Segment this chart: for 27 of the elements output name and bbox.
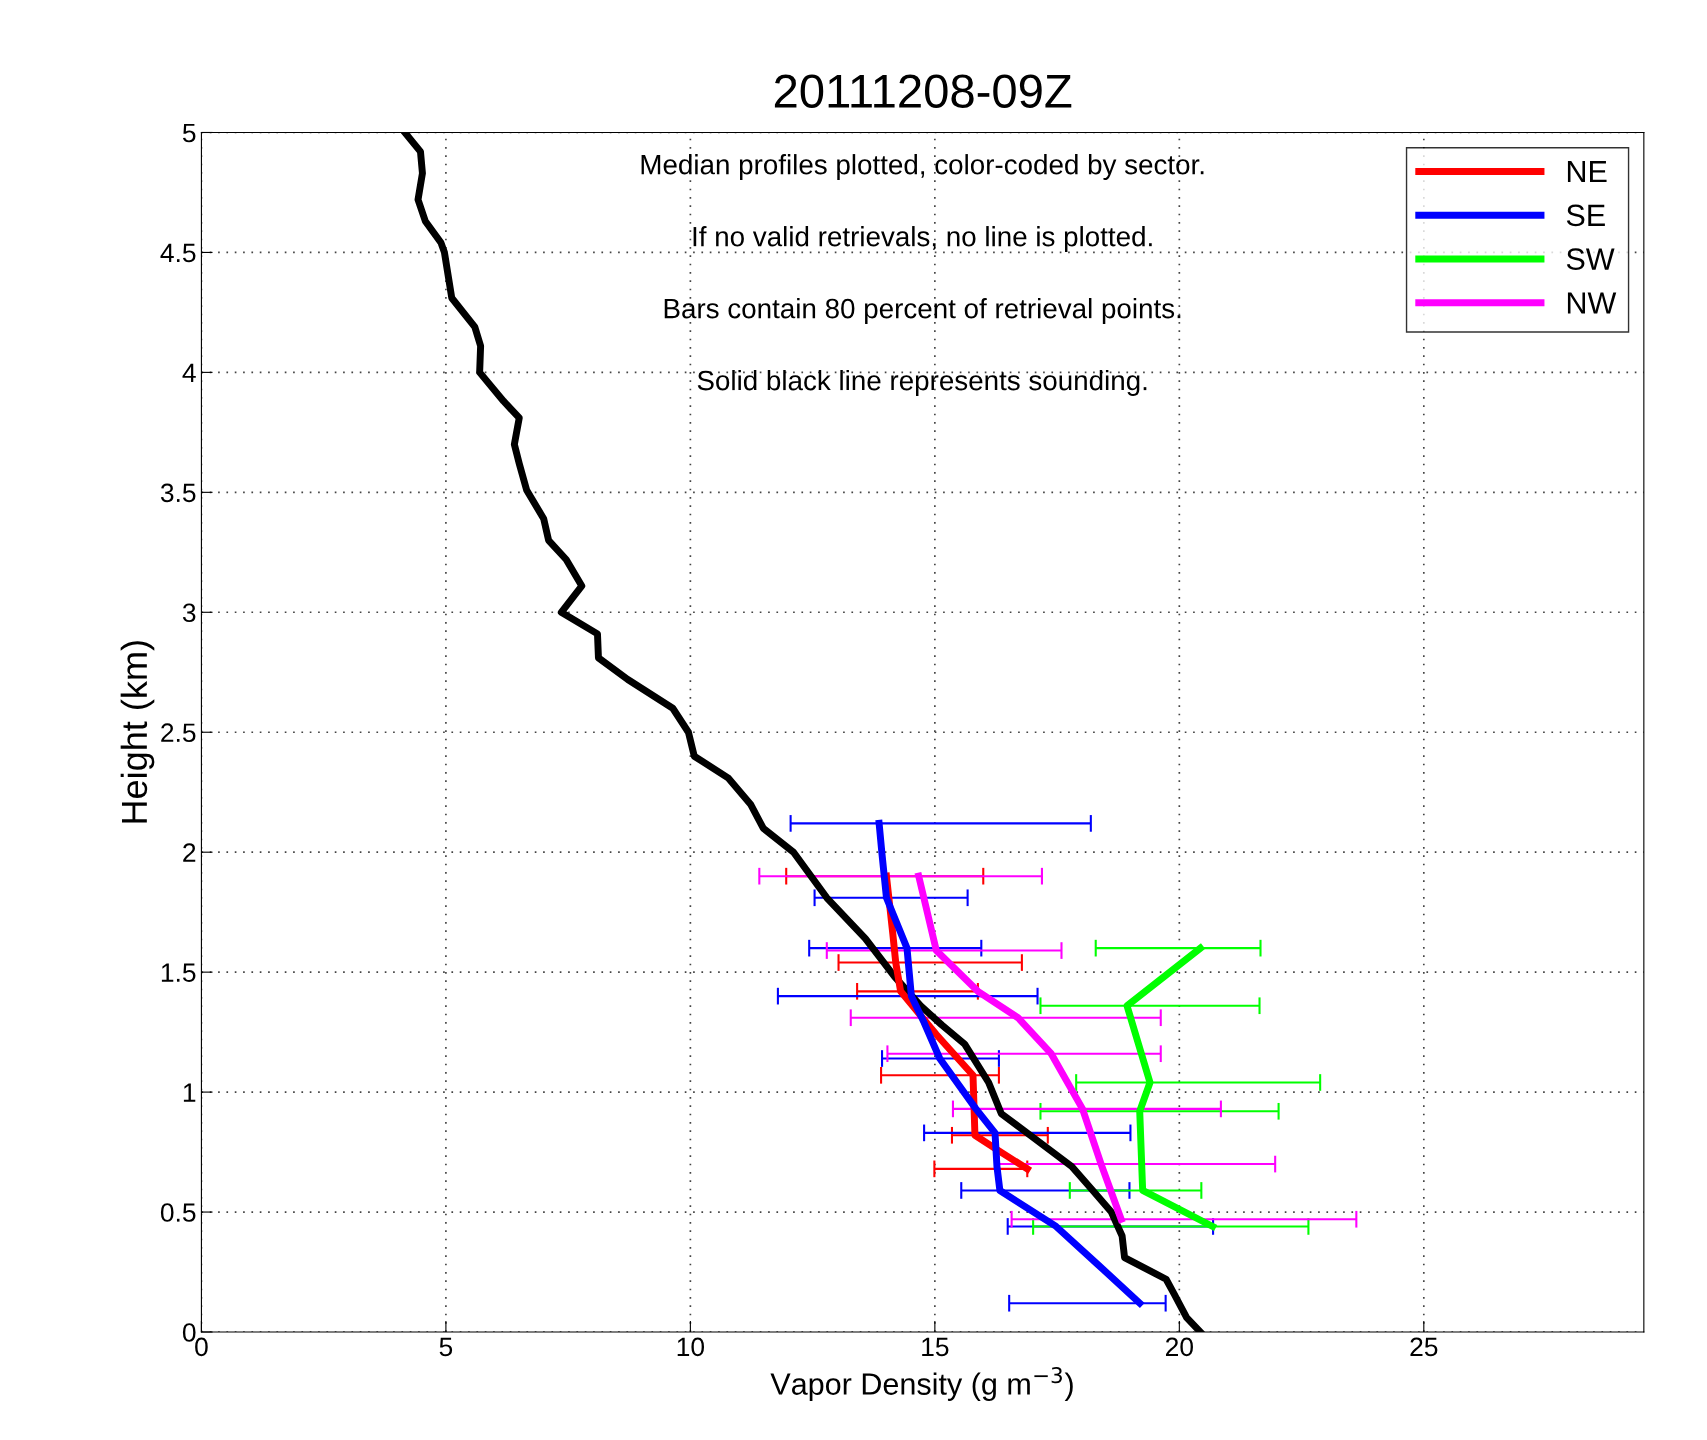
- annotation: Solid black line represents sounding.: [697, 369, 1147, 396]
- y-tick-label: 3: [182, 603, 196, 623]
- x-tick-label: 25: [1410, 1337, 1438, 1357]
- annotation: Bars contain 80 percent of retrieval points.: [664, 298, 1181, 324]
- y-axis-title: Height (km): [120, 641, 155, 823]
- chart-title: 20111208-09Z: [774, 74, 1072, 108]
- x-tick-label: 15: [922, 1337, 949, 1357]
- y-tick-label: 0: [182, 1323, 196, 1342]
- x-tick-label: 10: [677, 1337, 705, 1357]
- y-tick-label: 2.5: [161, 723, 196, 743]
- y-tick-label: 4: [182, 363, 196, 382]
- y-tick-label: 5: [182, 123, 196, 143]
- y-tick-label: 1: [183, 1083, 196, 1102]
- y-tick-label: 1.5: [161, 963, 196, 982]
- x-tick-label: 20: [1165, 1337, 1193, 1357]
- y-tick-label: 3.5: [160, 483, 196, 503]
- y-tick-label: 4.5: [160, 243, 196, 263]
- annotation: If no valid retrievals, no line is plotted.: [693, 226, 1152, 252]
- legend-label: NE: [1567, 161, 1607, 183]
- legend-label: SW: [1566, 248, 1615, 270]
- y-tick-label: 0.5: [160, 1203, 196, 1222]
- annotation: Median profiles plotted, color-coded by sector.: [641, 154, 1204, 180]
- legend-label: NW: [1567, 292, 1617, 314]
- x-axis-title: Vapor Density (g m$^{−3}$): [770, 1367, 1073, 1401]
- x-tick-label: 5: [439, 1337, 453, 1357]
- legend-label: SE: [1566, 204, 1605, 227]
- y-tick-label: 2: [183, 843, 196, 862]
